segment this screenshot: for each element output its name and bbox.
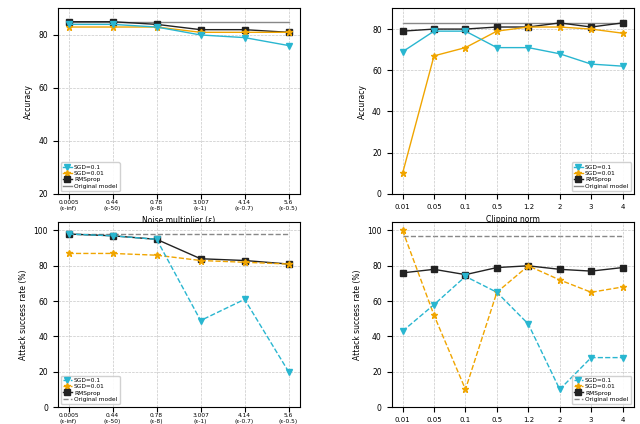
Y-axis label: Attack success rate (%): Attack success rate (%) — [353, 269, 362, 360]
X-axis label: Clipping norm: Clipping norm — [486, 215, 540, 224]
Legend: SGD=0.1, SGD=0.01, RMSprop, Original model: SGD=0.1, SGD=0.01, RMSprop, Original mod… — [572, 162, 630, 191]
Text: (c) Impact of clipping norm on accuracy: (c) Impact of clipping norm on accuracy — [419, 264, 607, 273]
Text: (a) Impact of noise on accuracy: (a) Impact of noise on accuracy — [104, 264, 253, 273]
Legend: SGD=0.1, SGD=0.01, RMSprop, Original model: SGD=0.1, SGD=0.01, RMSprop, Original mod… — [572, 376, 630, 404]
Legend: SGD=0.1, SGD=0.01, RMSprop, Original model: SGD=0.1, SGD=0.01, RMSprop, Original mod… — [61, 376, 120, 404]
X-axis label: Noise multiplier (ε): Noise multiplier (ε) — [142, 217, 215, 226]
Y-axis label: Attack success rate (%): Attack success rate (%) — [19, 269, 28, 360]
Y-axis label: Accuracy: Accuracy — [24, 84, 33, 119]
Y-axis label: Accuracy: Accuracy — [358, 84, 367, 119]
Legend: SGD=0.1, SGD=0.01, RMSprop, Original model: SGD=0.1, SGD=0.01, RMSprop, Original mod… — [61, 162, 120, 191]
